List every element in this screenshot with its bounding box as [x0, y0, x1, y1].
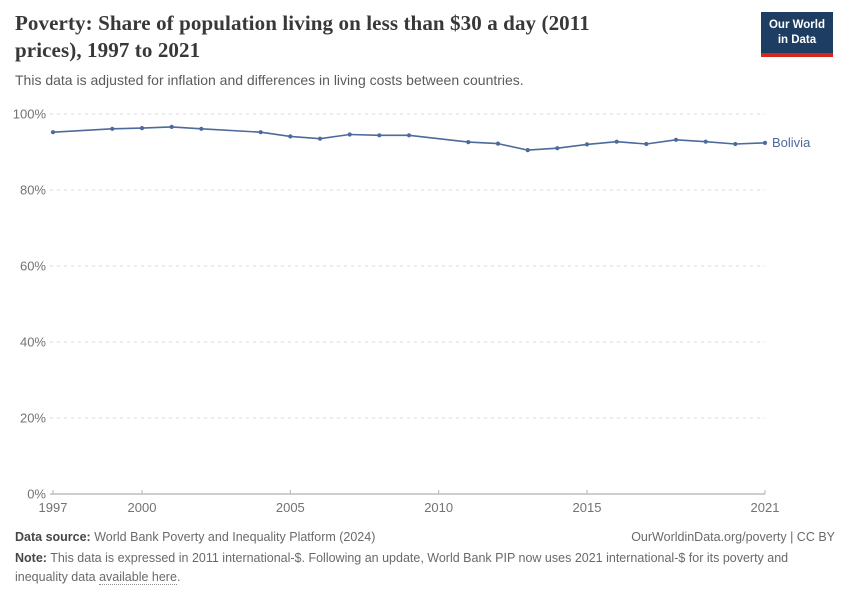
owid-logo-line2: in Data [777, 33, 817, 46]
data-point[interactable] [317, 136, 323, 141]
y-tick-label: 0% [27, 487, 46, 502]
data-source-value: World Bank Poverty and Inequality Platfo… [94, 530, 376, 544]
data-point[interactable] [169, 124, 174, 129]
data-point[interactable] [110, 126, 115, 131]
y-tick-label: 60% [20, 259, 46, 274]
data-point[interactable] [377, 133, 382, 138]
data-point[interactable] [199, 126, 204, 131]
owid-logo[interactable]: Our World in Data [760, 12, 833, 57]
data-point[interactable] [555, 146, 560, 151]
page-subtitle: This data is adjusted for inflation and … [15, 71, 524, 88]
y-tick-label: 40% [20, 335, 46, 350]
note-link[interactable]: available here [99, 569, 177, 585]
source-row: Data source: World Bank Poverty and Ineq… [15, 530, 835, 544]
data-point[interactable] [673, 137, 679, 142]
x-tick-label: 2000 [128, 500, 157, 515]
data-point[interactable] [495, 141, 501, 146]
chart-footer: Data source: World Bank Poverty and Ineq… [15, 530, 835, 587]
line-chart[interactable]: 0% 20% 40% 60% 80% 100% 1997 2000 2005 2010 2015 20… [0, 100, 850, 530]
y-tick-label: 80% [20, 183, 46, 198]
data-point[interactable] [614, 139, 619, 144]
data-point[interactable] [258, 130, 263, 135]
license-link[interactable]: OurWorldinData.org/poverty | CC BY [631, 530, 835, 544]
x-tick-label: 2010 [424, 500, 453, 515]
data-point[interactable] [525, 148, 530, 153]
y-tick-label: 20% [20, 411, 46, 426]
data-point[interactable] [50, 130, 56, 135]
entity-label-bolivia[interactable]: Bolivia [772, 135, 811, 150]
note-period: . [176, 569, 181, 584]
data-point[interactable] [347, 132, 352, 137]
x-tick-label: 2005 [276, 500, 305, 515]
note-text: This data is expressed in 2011 internati… [15, 551, 789, 584]
page-title: Poverty: Share of population living on l… [15, 11, 590, 62]
data-point[interactable] [288, 134, 293, 139]
x-tick-label: 1997 [39, 500, 68, 515]
data-point[interactable] [584, 142, 590, 147]
x-tick-label: 2021 [751, 500, 780, 515]
data-point[interactable] [733, 141, 738, 147]
data-point[interactable] [466, 140, 471, 145]
data-point[interactable] [644, 141, 649, 147]
data-point[interactable] [703, 139, 708, 144]
data-source-line: Data source: World Bank Poverty and Ineq… [15, 530, 375, 544]
data-source-label: Data source: [15, 530, 91, 544]
series-line-bolivia[interactable] [52, 126, 766, 151]
x-tick-label: 2015 [573, 500, 602, 515]
data-point[interactable] [406, 133, 412, 138]
owid-logo-line1: Our World [768, 19, 825, 31]
data-point[interactable] [139, 126, 145, 131]
chart-header: Poverty: Share of population living on l… [15, 10, 755, 88]
note-label: Note: [15, 551, 47, 565]
note-line: Note: This data is expressed in 2011 int… [15, 549, 835, 587]
y-tick-label: 100% [13, 107, 47, 122]
data-point[interactable] [762, 140, 768, 145]
